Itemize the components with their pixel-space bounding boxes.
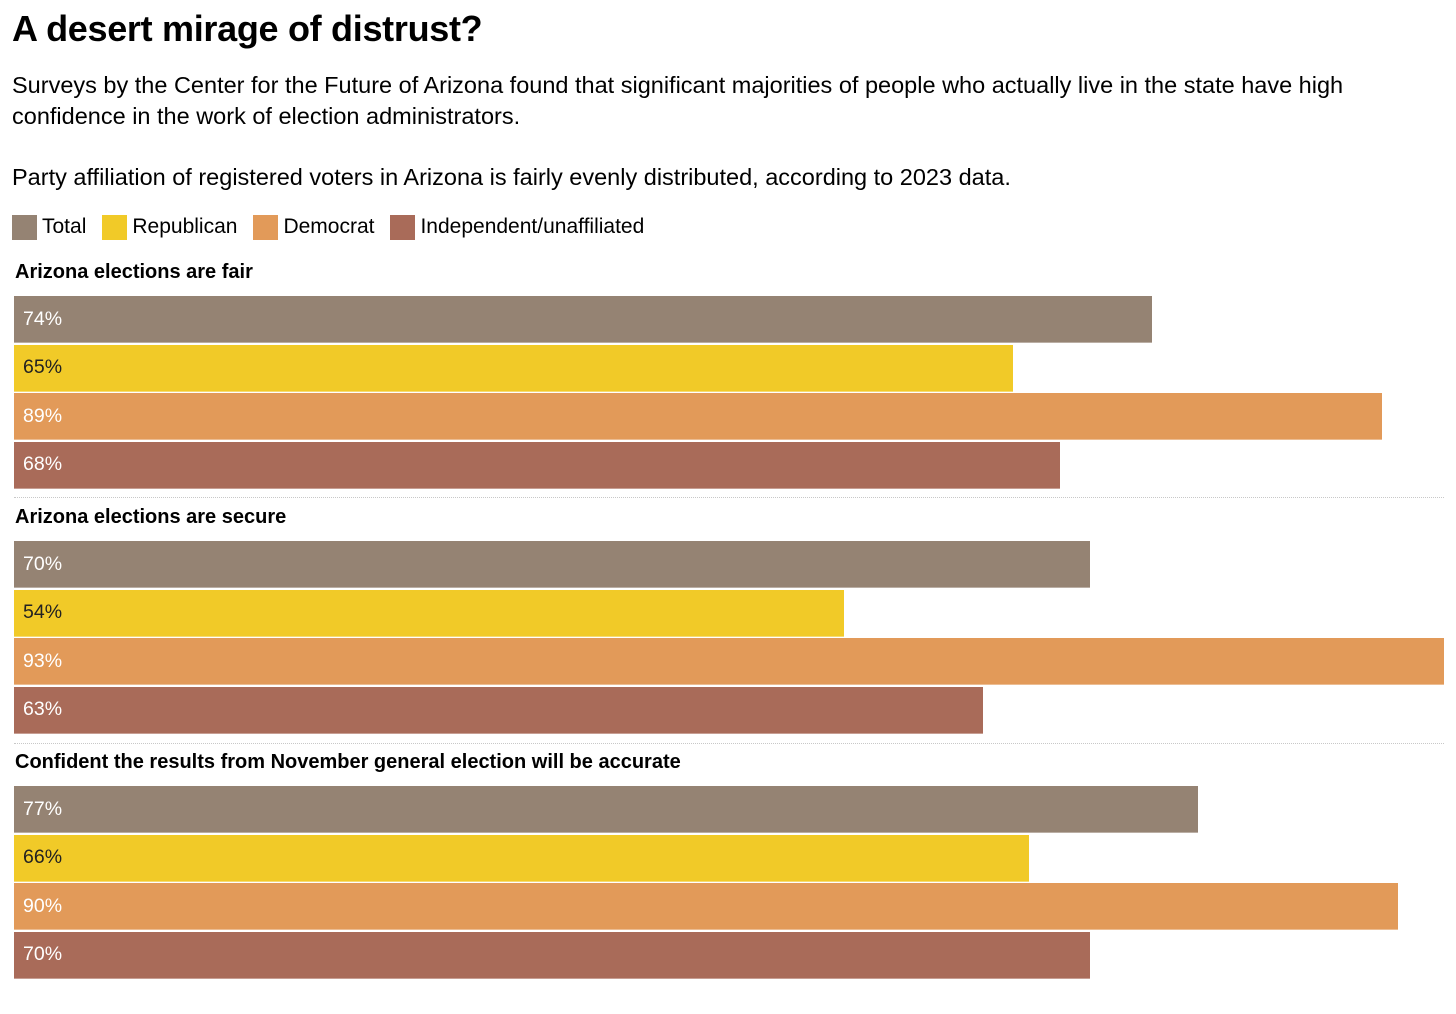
group-title-fair: Arizona elections are fair — [15, 261, 253, 283]
bar-republican: 54% — [14, 589, 845, 637]
chart-subtitle: Surveys by the Center for the Future of … — [12, 72, 1344, 129]
legend-swatch-republican — [102, 214, 128, 240]
legend-item-total: Total — [12, 214, 87, 240]
bar-value-label: 77% — [23, 797, 63, 820]
legend-swatch-total — [12, 214, 37, 240]
legend-label-democrat: Democrat — [283, 215, 375, 238]
bar-total: 74% — [14, 296, 1152, 343]
bar-independent: 63% — [14, 686, 983, 734]
bar-value-label: 65% — [23, 356, 63, 378]
group-divider — [14, 743, 1444, 744]
legend-swatch-democrat — [253, 214, 279, 240]
bar-value-label: 54% — [23, 601, 63, 623]
legend-item-democrat: Democrat — [253, 214, 375, 240]
bar-value-label: 66% — [23, 846, 63, 868]
legend-label-independent: Independent/unaffiliated — [420, 215, 645, 238]
bar-value-label: 74% — [23, 307, 63, 330]
bar-democrat: 89% — [14, 393, 1383, 440]
group-title-secure: Arizona elections are secure — [15, 506, 287, 528]
bar-independent: 68% — [14, 441, 1060, 489]
group-title-accurate: Confident the results from November gene… — [15, 751, 681, 773]
legend-label-republican: Republican — [132, 215, 238, 238]
legend-item-independent: Independent/unaffiliated — [390, 214, 645, 240]
legend-item-republican: Republican — [102, 214, 238, 240]
group-divider — [14, 497, 1444, 498]
bar-total: 77% — [14, 786, 1198, 833]
chart-title: A desert mirage of distrust? — [12, 8, 483, 49]
bar-value-label: 70% — [23, 943, 63, 965]
bar-total: 70% — [14, 541, 1091, 588]
legend: Total Republican Democrat Independent/un… — [12, 213, 660, 241]
chart-note: Party affiliation of registered voters i… — [12, 164, 1011, 190]
bar-republican: 66% — [14, 834, 1029, 882]
bar-independent: 70% — [14, 931, 1091, 979]
bar-democrat: 90% — [14, 883, 1398, 930]
bar-value-label: 63% — [23, 698, 63, 720]
bar-value-label: 68% — [23, 453, 63, 475]
legend-swatch-independent — [390, 214, 416, 240]
bar-value-label: 90% — [23, 894, 63, 917]
bar-value-label: 70% — [23, 552, 63, 575]
bar-republican: 65% — [14, 344, 1014, 392]
bar-democrat: 93% — [14, 638, 1444, 685]
bar-value-label: 93% — [23, 649, 63, 672]
legend-label-total: Total — [42, 215, 87, 238]
bar-value-label: 89% — [23, 404, 63, 427]
